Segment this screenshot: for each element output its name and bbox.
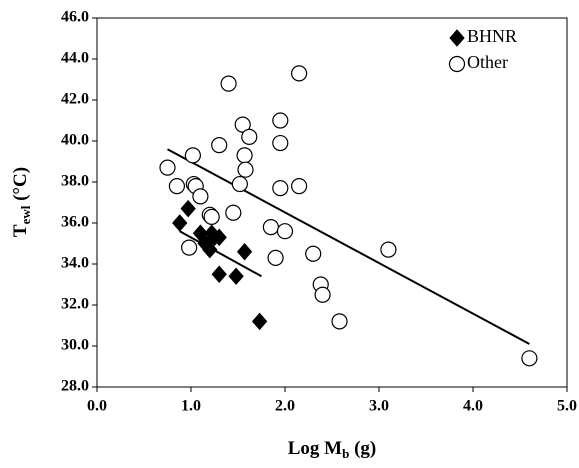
point (237, 161, 254, 178)
legend-label: BHNR (467, 26, 517, 46)
y-label-unit: (°C) (10, 167, 31, 201)
point (184, 147, 201, 164)
trend-line (167, 148, 530, 345)
point (228, 267, 244, 286)
legend-marker (449, 29, 465, 47)
point (236, 242, 253, 261)
point (211, 265, 227, 284)
point (225, 204, 242, 221)
point (211, 137, 228, 154)
point (272, 112, 289, 129)
point (181, 239, 198, 256)
point (172, 214, 188, 232)
y-tick-label: 40.0 (61, 132, 89, 149)
x-axis-label: Log Mb (g) (288, 438, 377, 461)
trend-line (179, 230, 262, 278)
y-tick-label: 44.0 (61, 50, 89, 67)
point (314, 286, 331, 303)
point (211, 228, 227, 247)
point (272, 134, 289, 152)
point (272, 180, 289, 197)
point (236, 147, 253, 164)
x-tick-label: 4.0 (463, 398, 483, 415)
point (192, 188, 209, 205)
point (305, 245, 322, 262)
plot-frame (96, 17, 568, 388)
y-tick-label: 30.0 (61, 337, 89, 354)
x-label-main: Log M (288, 438, 342, 459)
point (291, 65, 308, 82)
point (331, 313, 348, 330)
y-tick-label: 42.0 (61, 91, 89, 108)
point (220, 75, 237, 92)
point (251, 312, 268, 331)
point (234, 116, 251, 133)
point (180, 199, 196, 218)
point (241, 128, 258, 145)
point (202, 240, 218, 259)
legend-label: Other (467, 52, 508, 72)
point (276, 223, 294, 240)
x-tick-label: 5.0 (557, 398, 577, 415)
point (159, 159, 176, 176)
y-tick-label: 32.0 (61, 296, 89, 313)
legend-marker (448, 55, 466, 73)
y-axis-label: Tewl (°C) (10, 167, 33, 237)
point (168, 178, 185, 195)
x-label-sub: b (342, 446, 349, 461)
y-tick-label: 46.0 (61, 9, 89, 26)
point (291, 178, 308, 195)
x-tick-label: 0.0 (87, 398, 107, 415)
point (521, 350, 538, 367)
y-label-sub: ewl (18, 205, 33, 224)
point (231, 175, 248, 193)
x-tick-label: 1.0 (181, 398, 201, 415)
y-tick-label: 36.0 (61, 214, 89, 231)
y-label-main: T (10, 224, 31, 237)
y-tick-label: 28.0 (61, 378, 89, 395)
point (380, 241, 397, 258)
y-tick-label: 38.0 (61, 173, 89, 190)
x-label-unit: (g) (354, 438, 376, 459)
point (267, 249, 284, 266)
x-tick-label: 3.0 (369, 398, 389, 415)
point (262, 219, 279, 236)
x-tick-label: 2.0 (275, 398, 295, 415)
point (203, 208, 220, 225)
y-tick-label: 34.0 (61, 255, 89, 272)
